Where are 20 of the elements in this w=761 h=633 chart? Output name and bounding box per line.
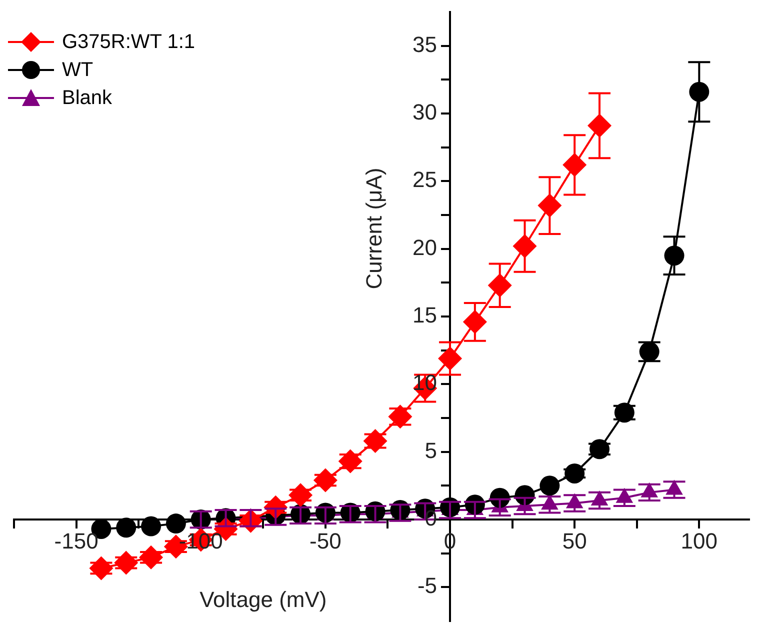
x-tick-label: -150: [54, 528, 98, 554]
point: [166, 514, 186, 534]
x-axis-title: Voltage (mV): [200, 586, 327, 612]
point: [116, 518, 136, 538]
legend-label: Blank: [62, 86, 112, 111]
x-tick-label: 50: [562, 528, 587, 554]
x-tick-label: -50: [310, 528, 342, 554]
legend-label: WT: [62, 58, 94, 83]
legend-label: G375R:WT 1:1: [62, 30, 196, 55]
point: [141, 516, 162, 536]
y-tick-label: 20: [412, 234, 438, 260]
y-tick-label: -5: [417, 573, 438, 598]
y-tick-label: 25: [412, 167, 438, 192]
y-tick-label: 5: [424, 438, 438, 463]
y-tick-label: 35: [412, 32, 438, 57]
x-tick-label: 100: [680, 528, 718, 554]
y-axis-title: Current (μA): [361, 168, 386, 290]
y-tick-label: 15: [412, 302, 438, 328]
y-tick-label: 30: [412, 100, 438, 125]
point: [540, 476, 560, 496]
